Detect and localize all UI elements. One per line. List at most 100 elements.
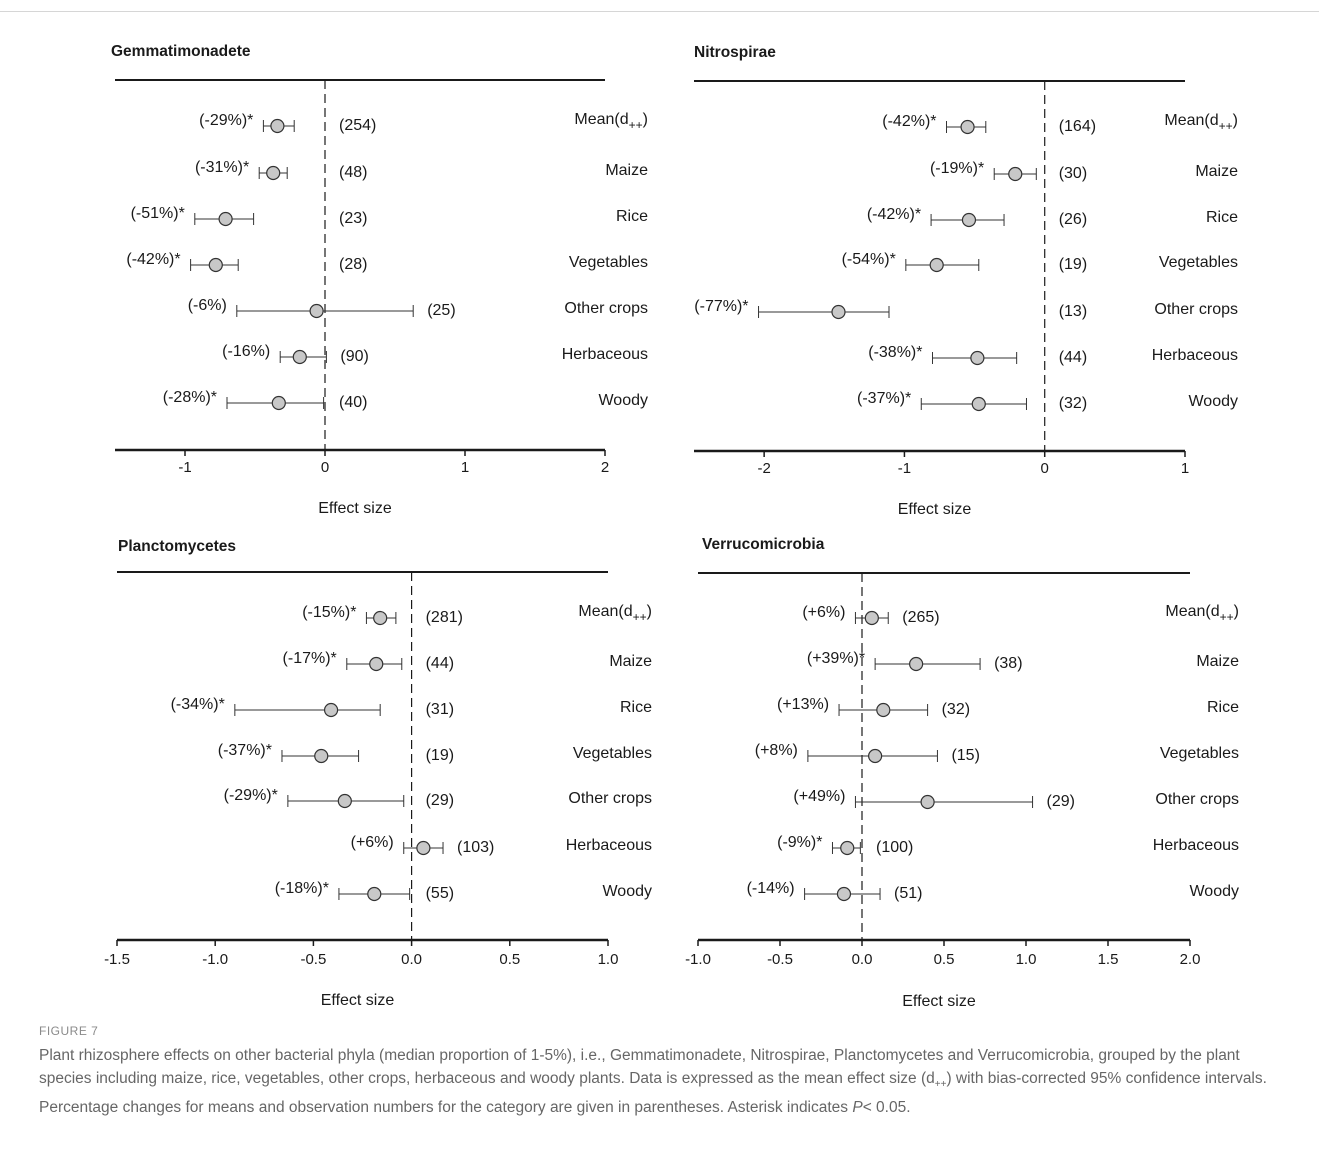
category-label: Other crops <box>1154 301 1238 318</box>
mean-point <box>208 257 223 273</box>
mean-point <box>868 748 883 764</box>
x-tick-label: 0.5 <box>499 951 520 968</box>
category-label: Rice <box>1206 209 1238 226</box>
x-axis-label: Effect size <box>902 993 976 1010</box>
mean-point <box>373 610 388 626</box>
mean-point <box>929 257 944 273</box>
caption-subscript: ++ <box>934 1079 947 1091</box>
category-label: Rice <box>1207 699 1239 716</box>
percent-label: (-9%)* <box>777 834 822 851</box>
mean-point <box>840 840 855 856</box>
x-tick-label: 1 <box>1181 460 1189 477</box>
mean-point <box>271 395 286 411</box>
panel-title: Verrucomicrobia <box>702 536 825 553</box>
n-label: (265) <box>902 609 939 626</box>
x-axis-label: Effect size <box>321 992 395 1009</box>
category-label: Woody <box>1189 883 1239 900</box>
x-tick-label: 0.0 <box>401 951 422 968</box>
mean-point <box>1008 166 1023 182</box>
category-label: Mean(d++) <box>578 603 652 624</box>
percent-label: (-28%)* <box>163 389 217 406</box>
forest-panel-1: Gemmatimonadete -1 0 1 2 Effect size (-29%)* (2… <box>111 43 648 517</box>
percent-label: (+39%)* <box>807 650 865 667</box>
forest-panel-4: Verrucomicrobia -1.0 -0.5 0.0 0.5 1.0 1.5 2.0 Ef… <box>685 536 1239 1010</box>
x-tick-label: -0.5 <box>767 951 793 968</box>
x-tick-label: -0.5 <box>300 951 326 968</box>
mean-point <box>270 118 285 134</box>
category-label: Rice <box>620 699 652 716</box>
percent-label: (+6%) <box>802 604 845 621</box>
panel-title: Planctomycetes <box>118 538 236 555</box>
n-label: (48) <box>339 164 367 181</box>
mean-point <box>831 304 846 320</box>
mean-point <box>266 165 281 181</box>
n-label: (29) <box>426 792 454 809</box>
percent-label: (-6%) <box>188 297 227 314</box>
percent-label: (-18%)* <box>275 880 329 897</box>
percent-label: (-51%)* <box>131 205 185 222</box>
n-label: (254) <box>339 117 376 134</box>
category-label: Rice <box>616 208 648 225</box>
percent-label: (-54%)* <box>842 251 896 268</box>
category-label: Maize <box>605 162 648 179</box>
percent-label: (-29%)* <box>224 787 278 804</box>
category-label: Woody <box>1188 393 1238 410</box>
n-label: (44) <box>1059 349 1087 366</box>
mean-point <box>292 349 307 365</box>
category-label: Mean(d++) <box>1165 603 1239 624</box>
n-label: (26) <box>1059 211 1087 228</box>
mean-point <box>909 656 924 672</box>
caption-main: Plant rhizosphere effects on other bacte… <box>39 1047 1240 1087</box>
x-axis-label: Effect size <box>318 500 392 517</box>
caption-rest: ) with bias-corrected 95% confidence int… <box>39 1070 1267 1117</box>
mean-point <box>309 303 324 319</box>
category-label: Maize <box>1196 653 1239 670</box>
n-label: (30) <box>1059 165 1087 182</box>
n-label: (103) <box>457 839 494 856</box>
category-label: Maize <box>1195 163 1238 180</box>
x-tick-label: 0 <box>321 459 329 476</box>
x-tick-label: 2.0 <box>1180 951 1201 968</box>
category-label: Herbaceous <box>566 837 652 854</box>
n-label: (19) <box>1059 256 1087 273</box>
caption-end: < 0.05. <box>862 1099 911 1117</box>
x-tick-label: 2 <box>601 459 609 476</box>
category-label: Woody <box>598 392 648 409</box>
figure-caption-text: Plant rhizosphere effects on other bacte… <box>39 1044 1289 1119</box>
category-label: Maize <box>609 653 652 670</box>
mean-point <box>367 886 382 902</box>
category-label: Mean(d++) <box>1164 112 1238 133</box>
x-tick-label: 0.0 <box>852 951 873 968</box>
mean-point <box>961 212 977 228</box>
percent-label: (+6%) <box>351 834 394 851</box>
n-label: (23) <box>339 210 367 227</box>
percent-label: (-15%)* <box>302 604 356 621</box>
percent-label: (-37%)* <box>857 390 911 407</box>
n-label: (15) <box>951 747 979 764</box>
n-label: (51) <box>894 885 922 902</box>
figure-label: FIGURE 7 <box>39 1024 99 1038</box>
percent-label: (-16%) <box>222 343 270 360</box>
category-label: Herbaceous <box>562 346 648 363</box>
percent-label: (+8%) <box>755 742 798 759</box>
n-label: (25) <box>427 302 455 319</box>
x-tick-label: 1 <box>461 459 469 476</box>
n-label: (55) <box>426 885 454 902</box>
mean-point <box>836 886 852 902</box>
percent-label: (-29%)* <box>199 112 253 129</box>
n-label: (100) <box>876 839 913 856</box>
category-label: Mean(d++) <box>574 111 648 132</box>
n-label: (31) <box>426 701 454 718</box>
n-label: (90) <box>340 348 368 365</box>
category-label: Herbaceous <box>1152 347 1238 364</box>
n-label: (44) <box>426 655 454 672</box>
x-tick-label: -1.0 <box>202 951 228 968</box>
category-label: Vegetables <box>569 254 648 271</box>
panel-title: Gemmatimonadete <box>111 43 251 60</box>
panel-title: Nitrospirae <box>694 44 776 61</box>
category-label: Vegetables <box>1160 745 1239 762</box>
n-label: (29) <box>1047 793 1075 810</box>
category-label: Other crops <box>568 790 652 807</box>
n-label: (32) <box>1059 395 1087 412</box>
x-tick-label: -2 <box>757 460 770 477</box>
